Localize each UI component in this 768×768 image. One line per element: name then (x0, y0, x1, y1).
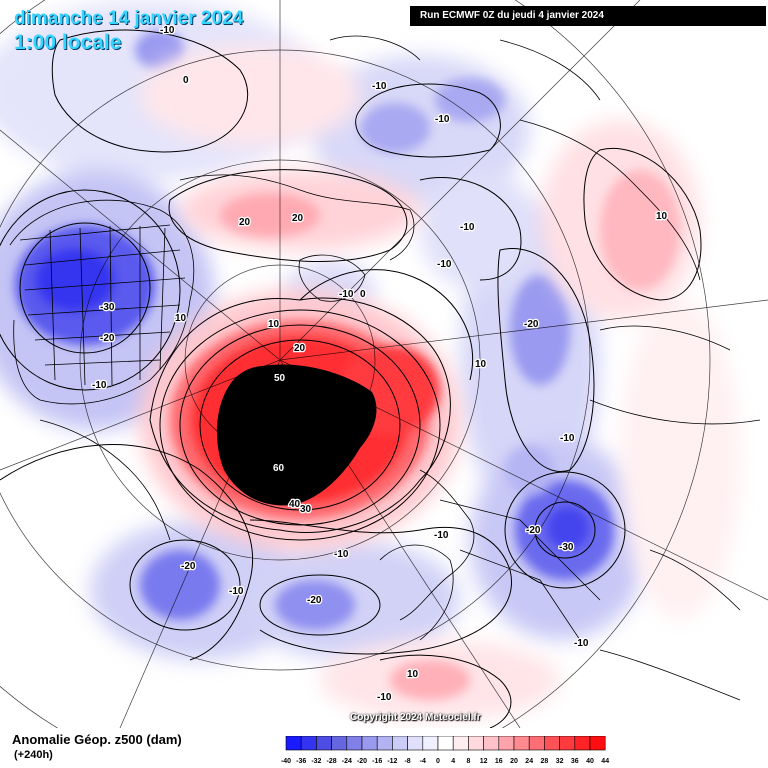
contour-label: 10 (407, 669, 419, 680)
contour-label: 0 (360, 289, 366, 300)
contour-label: -20 (100, 333, 115, 344)
legend-swatch (498, 736, 515, 751)
forecast-lead-time: (+240h) (14, 749, 53, 761)
legend-swatch (422, 736, 439, 751)
legend-swatch (528, 736, 545, 751)
legend-tick-label: -40 (281, 758, 291, 765)
legend-tick-label: 36 (571, 758, 579, 765)
anomaly-core (216, 364, 377, 506)
contour-label: -10 (574, 638, 589, 649)
legend-swatch (483, 736, 500, 751)
contour-label: 0 (183, 75, 189, 86)
legend-swatch (316, 736, 332, 751)
country-borders (9, 35, 761, 701)
contour-label: -30 (559, 542, 574, 553)
contour-label: -10 (437, 259, 452, 270)
legend-swatch (452, 736, 469, 751)
contour-label: 40 (289, 499, 301, 510)
legend-swatch (437, 736, 454, 751)
legend-swatch (468, 736, 484, 751)
contour-label: -10 (435, 114, 450, 125)
legend-tick-label: 8 (466, 758, 470, 765)
legend-tick-label: -16 (372, 758, 382, 765)
legend-swatch (392, 736, 408, 751)
contour-label: 10 (268, 319, 280, 330)
contour-label: 20 (294, 343, 306, 354)
contour-label: -10 (229, 586, 244, 597)
forecast-date: dimanche 14 janvier 2024 (14, 8, 244, 29)
legend-tick-label: 32 (556, 758, 564, 765)
legend-tick-label: -28 (327, 758, 337, 765)
contour-label: 30 (300, 504, 312, 515)
legend-tick-label: 24 (525, 758, 533, 765)
legend-swatch (559, 736, 576, 751)
legend-tick-label: 28 (541, 758, 549, 765)
contour-label: 10 (175, 313, 187, 324)
forecast-local-time: 1:00 locale (14, 31, 122, 54)
contour-label: -30 (100, 302, 115, 313)
contour-lines (0, 29, 702, 728)
legend-tick-label: -36 (296, 758, 306, 765)
legend-swatch (407, 736, 424, 751)
contour-label: 20 (239, 217, 251, 228)
legend-swatch (513, 736, 530, 751)
contour-labels: -10 0 -10 -10 10 20 20 -10 -10 -10 0 -30… (91, 24, 669, 705)
model-run-label: Run ECMWF 0Z du jeudi 4 janvier 2024 (410, 6, 766, 26)
contour-label: 50 (274, 373, 286, 384)
legend-tick-label: 12 (480, 758, 488, 765)
map-parameter-title: Anomalie Géop. z500 (dam) (12, 732, 182, 747)
contour-label: 10 (656, 211, 668, 222)
color-scale-legend: -40 -36 -32 -28 -24 -20 -16 -12 -8 -4 0 4 8 12 16 20 24 2… (281, 736, 609, 765)
contour-label: 10 (475, 359, 487, 370)
legend-swatch (361, 736, 378, 751)
legend-swatch (300, 736, 317, 751)
legend-tick-label: 44 (601, 758, 609, 765)
contour-label: 20 (292, 213, 304, 224)
legend-tick-label: -20 (357, 758, 367, 765)
legend-tick-label: 16 (495, 758, 503, 765)
legend-tick-label: 0 (436, 758, 440, 765)
contour-label: -10 (334, 549, 349, 560)
contour-label: 60 (273, 463, 285, 474)
contour-label: -10 (92, 380, 107, 391)
legend-tick-label: 40 (586, 758, 594, 765)
legend-swatch (331, 736, 348, 751)
contour-label: -20 (524, 319, 539, 330)
legend-swatch (574, 736, 591, 751)
legend-swatch (346, 736, 363, 751)
legend-tick-label: 4 (451, 758, 455, 765)
copyright-text: Copyright 2024 Meteociel.fr (350, 712, 481, 723)
contour-label: -20 (181, 561, 196, 572)
legend-tick-label: 20 (510, 758, 518, 765)
contour-label: -10 (377, 692, 392, 703)
contour-label: -10 (560, 433, 575, 444)
contour-label: -10 (160, 25, 175, 36)
legend-tick-label: -32 (311, 758, 321, 765)
legend-tick-label: -8 (404, 758, 410, 765)
contour-label: -20 (307, 595, 322, 606)
legend-swatch (376, 736, 393, 751)
contour-label: -10 (339, 289, 354, 300)
contour-label: -20 (526, 525, 541, 536)
legend-tick-label: -4 (420, 758, 426, 765)
contour-label: -10 (460, 222, 475, 233)
legend-swatch (544, 736, 560, 751)
legend-swatch (589, 736, 606, 751)
legend-swatch (285, 736, 302, 751)
legend-tick-label: -12 (387, 758, 397, 765)
legend-tick-label: -24 (342, 758, 352, 765)
anomaly-map: -10 0 -10 -10 10 20 20 -10 -10 -10 0 -30… (0, 0, 768, 728)
contour-label: -10 (434, 530, 449, 541)
contour-label: -10 (372, 81, 387, 92)
